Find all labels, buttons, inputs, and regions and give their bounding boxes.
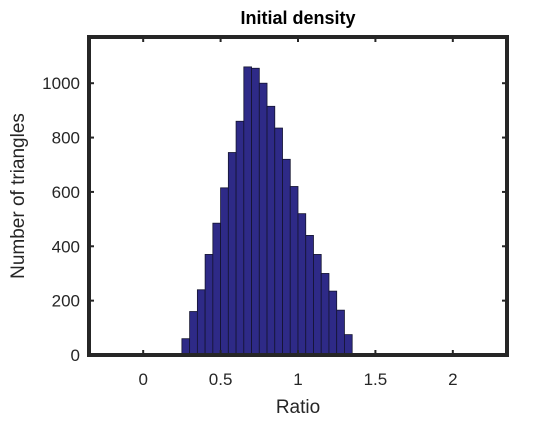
- histogram-bar: [227, 152, 237, 356]
- histogram-bar: [297, 213, 307, 356]
- histogram-bar: [181, 338, 191, 356]
- y-tick-label: 200: [52, 292, 80, 311]
- histogram-bar: [336, 309, 345, 356]
- histogram-bar: [212, 222, 221, 356]
- y-axis-label: Number of triangles: [8, 113, 29, 279]
- histogram-bar: [235, 120, 245, 356]
- histogram-bar: [220, 187, 229, 356]
- x-tick-label: 0: [138, 370, 147, 389]
- y-tick-label: 0: [71, 346, 80, 365]
- y-tick-label: 400: [52, 237, 80, 256]
- x-tick-label: 0.5: [209, 370, 233, 389]
- y-tick-label: 800: [52, 129, 80, 148]
- histogram-bar: [320, 273, 330, 356]
- y-tick-labels: 0 200 400 600 800 1000: [42, 74, 80, 365]
- axes-box: [87, 35, 509, 357]
- y-tick-label: 600: [52, 183, 80, 202]
- histogram-bar: [305, 235, 314, 356]
- x-axis-label: Ratio: [276, 397, 320, 418]
- histogram-bar: [289, 186, 299, 356]
- x-tick-labels: 0 0.5 1 1.5 2: [138, 370, 457, 389]
- histogram-bar: [282, 158, 291, 356]
- x-tick-label: 1: [293, 370, 302, 389]
- histogram-bar: [313, 254, 322, 356]
- histogram-bar: [258, 82, 268, 356]
- bars-group: [181, 66, 353, 356]
- histogram-bar: [274, 127, 283, 356]
- histogram-bar: [251, 67, 260, 356]
- x-tick-label: 1.5: [364, 370, 388, 389]
- histogram-bar: [328, 290, 338, 356]
- histogram-bar: [196, 289, 206, 356]
- histogram-bar: [266, 105, 276, 356]
- histogram-bar: [189, 311, 198, 356]
- histogram-bar: [344, 334, 353, 356]
- x-tick-label: 2: [448, 370, 457, 389]
- y-tick-label: 1000: [42, 74, 80, 93]
- histogram-bar: [204, 254, 214, 356]
- chart-title: Initial density: [240, 8, 355, 28]
- histogram-bar: [243, 66, 252, 356]
